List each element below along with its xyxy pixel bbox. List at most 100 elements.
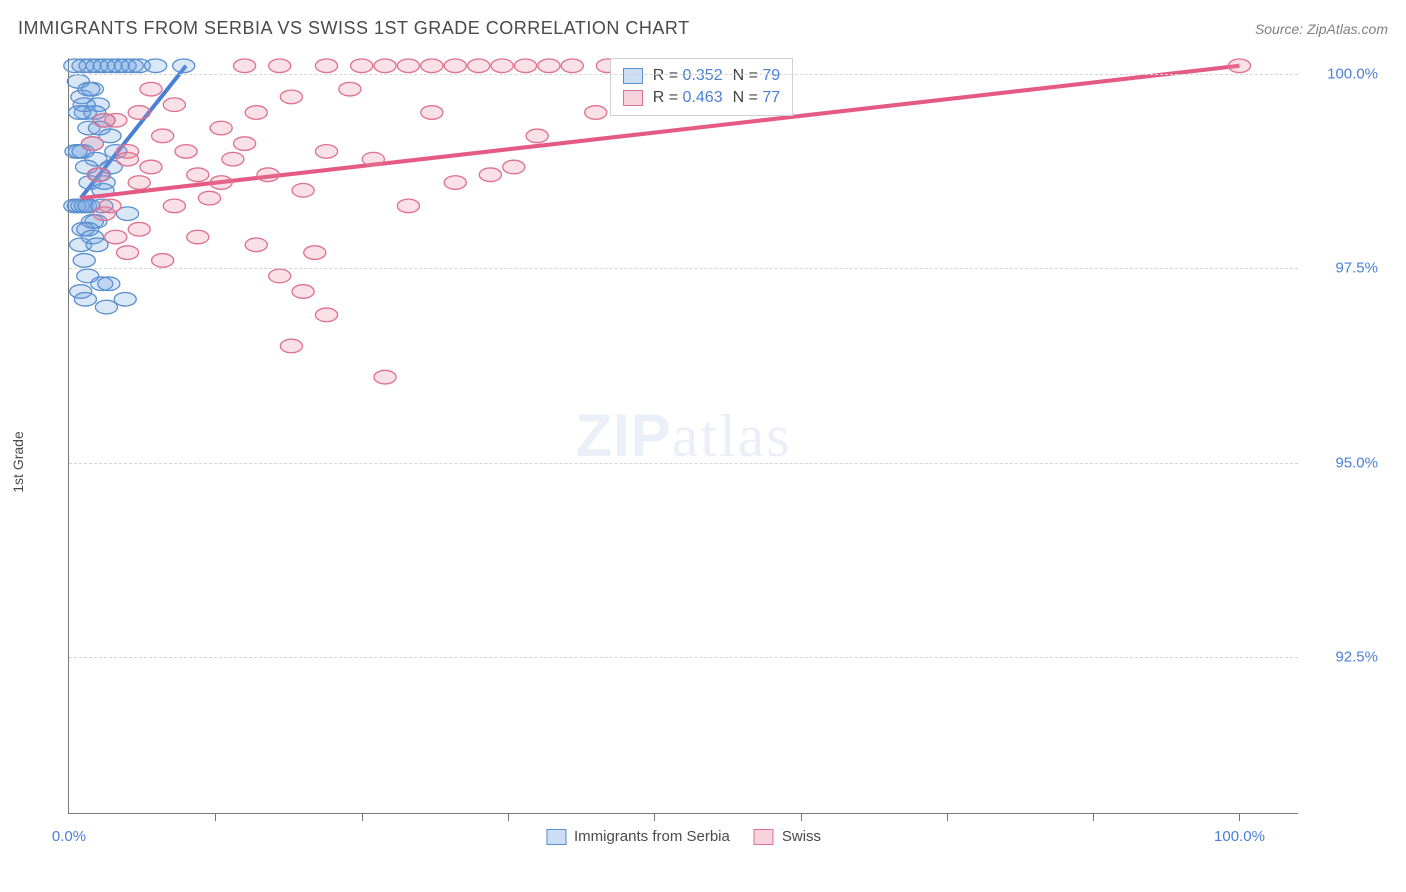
scatter-point — [145, 59, 167, 73]
scatter-point — [73, 98, 95, 112]
y-tick-label: 92.5% — [1303, 649, 1378, 666]
scatter-point — [128, 106, 150, 120]
scatter-point — [362, 152, 384, 166]
scatter-point — [315, 308, 337, 322]
scatter-point — [116, 152, 138, 166]
scatter-point — [503, 160, 525, 174]
legend-swatch — [623, 68, 643, 84]
gridline — [69, 657, 1298, 658]
series-legend: Immigrants from Serbia Swiss — [546, 828, 821, 845]
scatter-point — [292, 184, 314, 198]
x-tick — [362, 813, 363, 821]
stats-r: R = 0.463 — [653, 89, 723, 107]
x-tick-label: 100.0% — [1214, 828, 1265, 845]
scatter-point — [78, 82, 100, 96]
scatter-point — [99, 199, 121, 213]
scatter-point — [514, 59, 536, 73]
scatter-point — [585, 106, 607, 120]
scatter-point — [234, 137, 256, 151]
scatter-point — [93, 113, 115, 127]
scatter-point — [491, 59, 513, 73]
legend-swatch — [754, 829, 774, 845]
scatter-point — [526, 129, 548, 143]
scatter-point — [351, 59, 373, 73]
scatter-point — [269, 59, 291, 73]
chart-header: IMMIGRANTS FROM SERBIA VS SWISS 1ST GRAD… — [18, 18, 1388, 39]
chart-source: Source: ZipAtlas.com — [1255, 21, 1388, 37]
scatter-point — [479, 168, 501, 182]
scatter-point — [234, 59, 256, 73]
scatter-point — [374, 59, 396, 73]
stats-n: N = 77 — [733, 89, 781, 107]
scatter-point — [86, 238, 108, 252]
scatter-point — [315, 59, 337, 73]
scatter-point — [140, 160, 162, 174]
scatter-point — [421, 59, 443, 73]
legend-swatch — [623, 90, 643, 106]
scatter-point — [444, 176, 466, 190]
y-axis-label: 1st Grade — [10, 431, 26, 492]
scatter-point — [280, 90, 302, 104]
legend-swatch — [546, 829, 566, 845]
stats-n: N = 79 — [733, 67, 781, 85]
scatter-point — [87, 168, 109, 182]
scatter-point — [175, 145, 197, 159]
x-tick — [801, 813, 802, 821]
scatter-point — [397, 199, 419, 213]
scatter-point — [173, 59, 195, 73]
y-tick-label: 97.5% — [1303, 260, 1378, 277]
legend-label: Immigrants from Serbia — [574, 828, 730, 845]
scatter-point — [163, 98, 185, 112]
gridline — [69, 463, 1298, 464]
scatter-point — [245, 106, 267, 120]
scatter-point — [198, 191, 220, 205]
stats-row: R = 0.463 N = 77 — [623, 87, 780, 109]
x-tick — [508, 813, 509, 821]
scatter-point — [140, 82, 162, 96]
scatter-point — [280, 339, 302, 353]
scatter-point — [116, 246, 138, 260]
plot-region: ZIPatlas R = 0.352N = 79R = 0.463N = 77 … — [68, 58, 1298, 814]
legend-label: Swiss — [782, 828, 821, 845]
x-tick-label: 0.0% — [52, 828, 86, 845]
scatter-point — [210, 121, 232, 135]
scatter-point — [561, 59, 583, 73]
scatter-point — [315, 145, 337, 159]
legend-item: Swiss — [754, 828, 821, 845]
x-tick — [1093, 813, 1094, 821]
y-tick-label: 100.0% — [1303, 65, 1378, 82]
scatter-point — [163, 199, 185, 213]
scatter-point — [444, 59, 466, 73]
scatter-point — [81, 137, 103, 151]
stats-r: R = 0.352 — [653, 67, 723, 85]
scatter-point — [468, 59, 490, 73]
scatter-point — [98, 277, 120, 291]
scatter-point — [128, 176, 150, 190]
y-tick-label: 95.0% — [1303, 454, 1378, 471]
scatter-point — [304, 246, 326, 260]
scatter-point — [210, 176, 232, 190]
scatter-point — [114, 292, 136, 306]
scatter-point — [245, 238, 267, 252]
scatter-point — [222, 152, 244, 166]
scatter-point — [152, 254, 174, 268]
scatter-point — [187, 168, 209, 182]
scatter-point — [397, 59, 419, 73]
chart-area: 1st Grade ZIPatlas R = 0.352N = 79R = 0.… — [18, 50, 1388, 874]
scatter-point — [73, 254, 95, 268]
scatter-point — [421, 106, 443, 120]
scatter-point — [74, 292, 96, 306]
scatter-point — [374, 370, 396, 384]
gridline — [69, 74, 1298, 75]
scatter-point — [187, 230, 209, 244]
stats-row: R = 0.352 N = 79 — [623, 65, 780, 87]
scatter-point — [105, 230, 127, 244]
x-tick — [1239, 813, 1240, 821]
chart-title: IMMIGRANTS FROM SERBIA VS SWISS 1ST GRAD… — [18, 18, 690, 39]
scatter-point — [1228, 59, 1250, 73]
scatter-point — [128, 222, 150, 236]
scatter-point — [95, 300, 117, 314]
x-tick — [947, 813, 948, 821]
gridline — [69, 268, 1298, 269]
x-tick — [215, 813, 216, 821]
